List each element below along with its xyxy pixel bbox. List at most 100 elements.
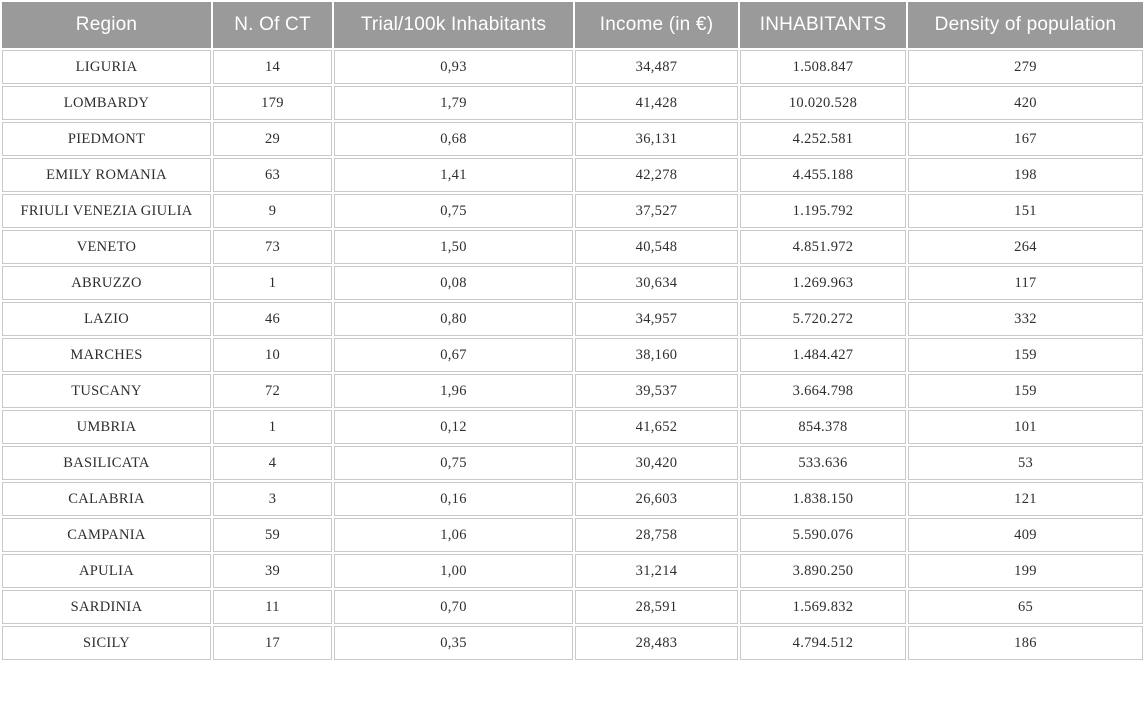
cell-density: 279 <box>908 50 1143 84</box>
cell-region: EMILY ROMANIA <box>2 158 211 192</box>
cell-trial-per-100k: 1,50 <box>334 230 573 264</box>
cell-region: LAZIO <box>2 302 211 336</box>
cell-region: BASILICATA <box>2 446 211 480</box>
table-row: SARDINIA 11 0,70 28,591 1.569.832 65 <box>2 590 1143 624</box>
table-row: SICILY 17 0,35 28,483 4.794.512 186 <box>2 626 1143 660</box>
cell-region: VENETO <box>2 230 211 264</box>
cell-inhabitants: 1.838.150 <box>740 482 906 516</box>
cell-n-of-ct: 39 <box>213 554 332 588</box>
cell-trial-per-100k: 1,79 <box>334 86 573 120</box>
cell-region: SARDINIA <box>2 590 211 624</box>
regions-table: Region N. Of CT Trial/100k Inhabitants I… <box>2 2 1143 660</box>
cell-inhabitants: 1.484.427 <box>740 338 906 372</box>
cell-inhabitants: 1.508.847 <box>740 50 906 84</box>
cell-n-of-ct: 4 <box>213 446 332 480</box>
cell-density: 420 <box>908 86 1143 120</box>
cell-inhabitants: 4.851.972 <box>740 230 906 264</box>
cell-trial-per-100k: 0,67 <box>334 338 573 372</box>
cell-trial-per-100k: 1,00 <box>334 554 573 588</box>
cell-income: 42,278 <box>575 158 738 192</box>
cell-region: LIGURIA <box>2 50 211 84</box>
table-row: PIEDMONT 29 0,68 36,131 4.252.581 167 <box>2 122 1143 156</box>
cell-n-of-ct: 10 <box>213 338 332 372</box>
cell-density: 264 <box>908 230 1143 264</box>
table-row: EMILY ROMANIA 63 1,41 42,278 4.455.188 1… <box>2 158 1143 192</box>
cell-n-of-ct: 9 <box>213 194 332 228</box>
cell-density: 332 <box>908 302 1143 336</box>
cell-density: 65 <box>908 590 1143 624</box>
table-row: BASILICATA 4 0,75 30,420 533.636 53 <box>2 446 1143 480</box>
cell-n-of-ct: 1 <box>213 266 332 300</box>
cell-trial-per-100k: 0,16 <box>334 482 573 516</box>
cell-n-of-ct: 179 <box>213 86 332 120</box>
cell-trial-per-100k: 0,80 <box>334 302 573 336</box>
cell-inhabitants: 4.794.512 <box>740 626 906 660</box>
cell-inhabitants: 5.590.076 <box>740 518 906 552</box>
cell-density: 199 <box>908 554 1143 588</box>
cell-n-of-ct: 11 <box>213 590 332 624</box>
cell-region: PIEDMONT <box>2 122 211 156</box>
table-row: UMBRIA 1 0,12 41,652 854.378 101 <box>2 410 1143 444</box>
cell-region: CALABRIA <box>2 482 211 516</box>
cell-inhabitants: 5.720.272 <box>740 302 906 336</box>
table-row: APULIA 39 1,00 31,214 3.890.250 199 <box>2 554 1143 588</box>
cell-income: 41,428 <box>575 86 738 120</box>
cell-inhabitants: 3.890.250 <box>740 554 906 588</box>
cell-income: 34,957 <box>575 302 738 336</box>
cell-income: 28,758 <box>575 518 738 552</box>
cell-density: 186 <box>908 626 1143 660</box>
cell-income: 34,487 <box>575 50 738 84</box>
table-row: LAZIO 46 0,80 34,957 5.720.272 332 <box>2 302 1143 336</box>
cell-density: 409 <box>908 518 1143 552</box>
table-row: MARCHES 10 0,67 38,160 1.484.427 159 <box>2 338 1143 372</box>
cell-inhabitants: 4.252.581 <box>740 122 906 156</box>
cell-region: LOMBARDY <box>2 86 211 120</box>
table-row: VENETO 73 1,50 40,548 4.851.972 264 <box>2 230 1143 264</box>
table-body: LIGURIA 14 0,93 34,487 1.508.847 279 LOM… <box>2 50 1143 660</box>
cell-region: APULIA <box>2 554 211 588</box>
column-header-trial-per-100k: Trial/100k Inhabitants <box>334 2 573 48</box>
cell-trial-per-100k: 1,06 <box>334 518 573 552</box>
cell-n-of-ct: 3 <box>213 482 332 516</box>
cell-inhabitants: 4.455.188 <box>740 158 906 192</box>
cell-trial-per-100k: 1,41 <box>334 158 573 192</box>
cell-trial-per-100k: 0,70 <box>334 590 573 624</box>
cell-density: 53 <box>908 446 1143 480</box>
cell-region: UMBRIA <box>2 410 211 444</box>
cell-trial-per-100k: 0,35 <box>334 626 573 660</box>
cell-income: 30,634 <box>575 266 738 300</box>
table-row: LOMBARDY 179 1,79 41,428 10.020.528 420 <box>2 86 1143 120</box>
cell-inhabitants: 1.269.963 <box>740 266 906 300</box>
cell-density: 101 <box>908 410 1143 444</box>
cell-region: CAMPANIA <box>2 518 211 552</box>
cell-income: 38,160 <box>575 338 738 372</box>
column-header-income: Income (in €) <box>575 2 738 48</box>
table-row: ABRUZZO 1 0,08 30,634 1.269.963 117 <box>2 266 1143 300</box>
cell-trial-per-100k: 0,75 <box>334 194 573 228</box>
cell-density: 151 <box>908 194 1143 228</box>
table-row: CAMPANIA 59 1,06 28,758 5.590.076 409 <box>2 518 1143 552</box>
cell-inhabitants: 1.569.832 <box>740 590 906 624</box>
cell-income: 28,591 <box>575 590 738 624</box>
table-row: FRIULI VENEZIA GIULIA 9 0,75 37,527 1.19… <box>2 194 1143 228</box>
cell-n-of-ct: 29 <box>213 122 332 156</box>
cell-trial-per-100k: 0,08 <box>334 266 573 300</box>
cell-inhabitants: 10.020.528 <box>740 86 906 120</box>
cell-region: TUSCANY <box>2 374 211 408</box>
cell-trial-per-100k: 0,93 <box>334 50 573 84</box>
cell-income: 37,527 <box>575 194 738 228</box>
cell-income: 31,214 <box>575 554 738 588</box>
cell-income: 30,420 <box>575 446 738 480</box>
cell-n-of-ct: 1 <box>213 410 332 444</box>
cell-density: 117 <box>908 266 1143 300</box>
cell-density: 198 <box>908 158 1143 192</box>
cell-density: 159 <box>908 374 1143 408</box>
cell-income: 36,131 <box>575 122 738 156</box>
cell-n-of-ct: 46 <box>213 302 332 336</box>
cell-n-of-ct: 17 <box>213 626 332 660</box>
column-header-density: Density of population <box>908 2 1143 48</box>
table-row: TUSCANY 72 1,96 39,537 3.664.798 159 <box>2 374 1143 408</box>
cell-density: 159 <box>908 338 1143 372</box>
cell-inhabitants: 3.664.798 <box>740 374 906 408</box>
